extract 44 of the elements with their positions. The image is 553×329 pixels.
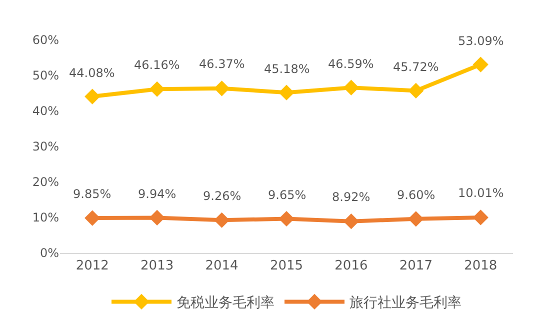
point [408,211,424,227]
data-label: 9.26% [203,189,242,203]
data-label: 9.65% [268,188,306,202]
y-tick-label: 50% [32,68,59,83]
point [149,210,165,226]
y-tick-label: 40% [32,104,59,118]
legend-label: 免税业务毛利率 [176,295,274,312]
data-label: 8.92% [332,190,370,204]
data-label: 46.37% [199,57,245,71]
y-tick-label: 60% [32,33,59,48]
point [149,81,165,97]
data-label: 10.01% [458,186,504,200]
point [84,210,100,226]
point [472,56,488,72]
point [343,214,360,230]
data-label: 9.94% [138,187,176,201]
data-label: 9.85% [73,187,112,201]
point [214,80,230,96]
legend-label: 旅行社业务毛利率 [350,295,462,312]
y-tick-label: 0% [40,246,59,260]
x-tick-label: 2016 [334,258,368,274]
data-label: 46.16% [134,58,180,72]
data-label: 53.09% [458,34,504,48]
x-tick-label: 2017 [399,258,432,274]
data-label: 45.18% [264,62,310,76]
x-tick-label: 2015 [270,258,304,274]
y-tick-label: 30% [32,140,59,154]
point [214,212,230,228]
point [84,88,100,104]
x-tick-label: 2014 [205,258,238,274]
point [278,210,294,227]
y-tick-label: 20% [32,175,59,190]
x-tick-label: 2012 [76,258,109,274]
point [408,82,424,98]
data-label: 46.59% [328,57,374,71]
x-tick-label: 2018 [464,258,498,274]
data-label: 45.72% [393,60,439,74]
point [343,80,360,96]
y-tick-label: 10% [32,210,59,225]
point [472,210,488,226]
x-tick-label: 2013 [140,258,174,274]
data-label: 9.60% [397,188,436,202]
point [278,84,294,100]
data-label: 44.08% [69,66,115,80]
